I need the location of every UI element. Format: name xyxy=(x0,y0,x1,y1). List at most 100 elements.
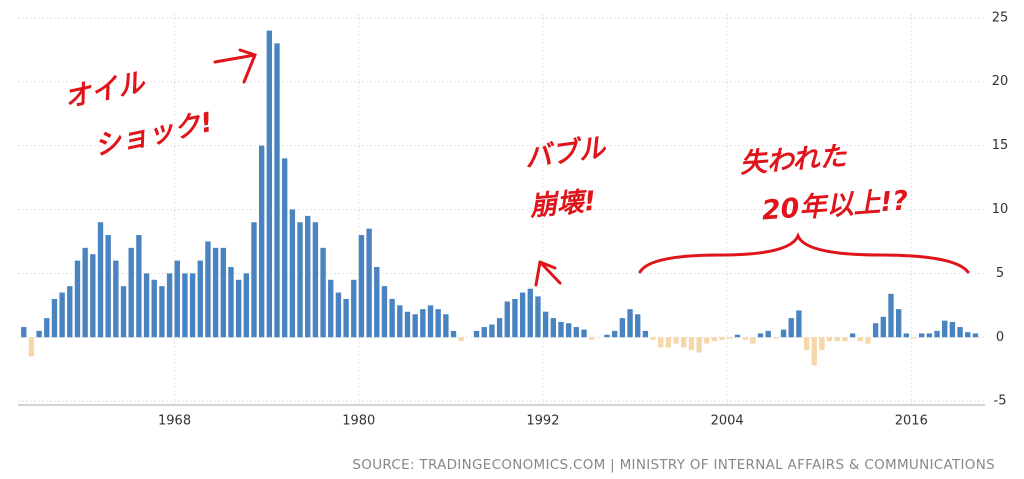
bar xyxy=(811,337,817,366)
annotation: オイル xyxy=(62,67,150,115)
bar xyxy=(612,330,618,338)
x-tick-label: 1992 xyxy=(526,414,559,429)
bar xyxy=(865,337,871,344)
bar xyxy=(965,332,971,338)
bar xyxy=(627,309,633,338)
bar xyxy=(489,324,495,338)
bar xyxy=(36,330,42,338)
bar xyxy=(481,327,487,338)
bar xyxy=(205,241,211,338)
bar xyxy=(903,333,910,338)
bar xyxy=(796,310,802,338)
bar xyxy=(435,309,441,338)
bar xyxy=(458,337,464,342)
brace xyxy=(638,232,970,274)
bar xyxy=(681,337,687,348)
bar xyxy=(420,309,426,338)
bar xyxy=(880,316,886,338)
bar xyxy=(888,293,894,338)
bar xyxy=(182,273,188,338)
x-tick-label: 1968 xyxy=(158,414,191,429)
bar xyxy=(704,337,710,344)
bar xyxy=(842,337,848,342)
bar xyxy=(473,330,480,338)
bar xyxy=(220,247,226,338)
bar xyxy=(535,296,541,338)
bar xyxy=(788,318,794,338)
bar xyxy=(588,337,595,340)
bar xyxy=(512,298,518,338)
bar xyxy=(251,222,257,338)
bar xyxy=(750,337,756,344)
y-tick-label: -5 xyxy=(994,394,1007,409)
annotation: バブル xyxy=(523,132,610,174)
bar xyxy=(297,222,303,338)
annotation: ショック! xyxy=(92,107,216,162)
y-tick-label: 5 xyxy=(996,266,1004,281)
bar xyxy=(51,298,58,338)
bar xyxy=(128,247,134,338)
bar xyxy=(289,209,296,338)
y-tick-label: 25 xyxy=(992,10,1009,25)
bar xyxy=(412,314,418,338)
bar xyxy=(849,333,856,338)
bar xyxy=(335,292,342,338)
bar xyxy=(918,333,925,338)
bar xyxy=(665,337,672,348)
bar xyxy=(558,321,564,338)
annotation: 崩壊! xyxy=(528,186,598,223)
bar xyxy=(834,337,840,342)
bar xyxy=(427,305,434,338)
bar xyxy=(719,337,725,340)
bar xyxy=(911,337,917,339)
annotation-strokes xyxy=(213,48,970,287)
x-tick-label: 2016 xyxy=(895,414,928,429)
bar xyxy=(151,279,157,338)
bar xyxy=(143,273,150,338)
bar xyxy=(44,318,50,338)
bar xyxy=(74,260,81,338)
annotation: 20年以上!? xyxy=(761,185,909,226)
bar xyxy=(619,318,626,338)
bar xyxy=(197,260,203,338)
bar xyxy=(949,321,956,338)
bar xyxy=(166,273,173,338)
bar xyxy=(67,286,73,338)
y-tick-label: 0 xyxy=(996,330,1004,345)
source: SOURCE: TRADINGECONOMICS.COM | MINISTRY … xyxy=(352,457,995,473)
bar xyxy=(320,247,326,338)
bar xyxy=(328,279,334,338)
bar xyxy=(305,215,311,338)
bar xyxy=(803,337,810,351)
bar xyxy=(90,254,96,338)
bar xyxy=(174,260,180,338)
bar xyxy=(742,337,748,340)
bar xyxy=(443,314,449,338)
bar xyxy=(113,260,119,338)
bar xyxy=(189,273,196,338)
bar xyxy=(573,327,580,338)
bar xyxy=(228,267,234,338)
bar xyxy=(635,314,641,338)
bar xyxy=(28,337,35,357)
arrow xyxy=(534,260,562,287)
bar xyxy=(857,337,863,342)
bar xyxy=(765,330,771,338)
bar xyxy=(136,235,142,338)
bar xyxy=(404,311,411,338)
bar xyxy=(397,305,403,338)
bar xyxy=(565,323,572,338)
bar xyxy=(159,286,165,338)
bar xyxy=(581,329,587,338)
bar xyxy=(235,279,242,338)
bar xyxy=(942,320,948,338)
bar xyxy=(972,333,979,338)
bar xyxy=(734,334,741,338)
bar xyxy=(120,286,127,338)
bar xyxy=(351,279,357,338)
bar xyxy=(642,330,649,338)
bar xyxy=(374,267,380,338)
bar xyxy=(82,247,88,338)
bar xyxy=(650,337,656,340)
